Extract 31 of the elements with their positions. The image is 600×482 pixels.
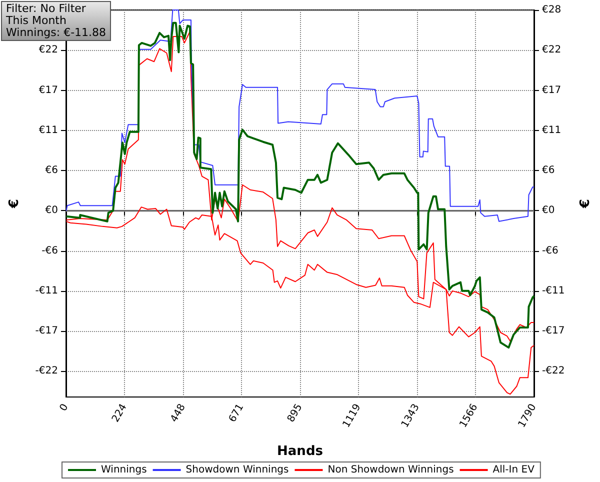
y2-tick-label: -€6 — [542, 245, 558, 256]
y2-tick-label: €6 — [542, 165, 555, 176]
y-axis-title: € — [7, 198, 22, 210]
y2-tick-label: €28 — [542, 4, 562, 16]
y-tick-label: €22 — [38, 44, 58, 56]
legend-label: Showdown Winnings — [186, 464, 289, 476]
y-tick-label: -€6 — [42, 245, 58, 256]
y2-tick-label: -€22 — [542, 366, 565, 377]
y-tick-label: €6 — [45, 165, 58, 176]
legend-label: Non Showdown Winnings — [328, 464, 454, 476]
y-tick-label: -€11 — [35, 285, 58, 296]
y-tick-label: €11 — [38, 124, 58, 136]
y-tick-label: -€17 — [35, 326, 58, 337]
y-tick-label: €0 — [45, 205, 58, 216]
legend-label: All-In EV — [492, 464, 535, 476]
y2-tick-label: -€11 — [542, 285, 565, 296]
annotation: Winnings: €-11.88 — [6, 26, 106, 39]
y2-tick-label: €17 — [542, 84, 562, 96]
x-tick-label: 671 — [227, 402, 246, 424]
y2-axis-title: € — [578, 198, 593, 210]
annotation: This Month — [6, 14, 68, 27]
x-tick-label: 0 — [58, 402, 71, 414]
y2-tick-label: -€17 — [542, 326, 565, 337]
y-tick-label: -€22 — [35, 366, 58, 377]
y2-tick-label: €22 — [542, 44, 562, 56]
legend-label: Winnings — [101, 464, 147, 476]
y2-tick-label: €0 — [542, 205, 555, 216]
annotation: Filter: No Filter — [6, 2, 87, 15]
y2-tick-label: €11 — [542, 124, 562, 136]
y-tick-label: €17 — [38, 84, 58, 96]
x-axis-title: Hands — [277, 444, 324, 459]
